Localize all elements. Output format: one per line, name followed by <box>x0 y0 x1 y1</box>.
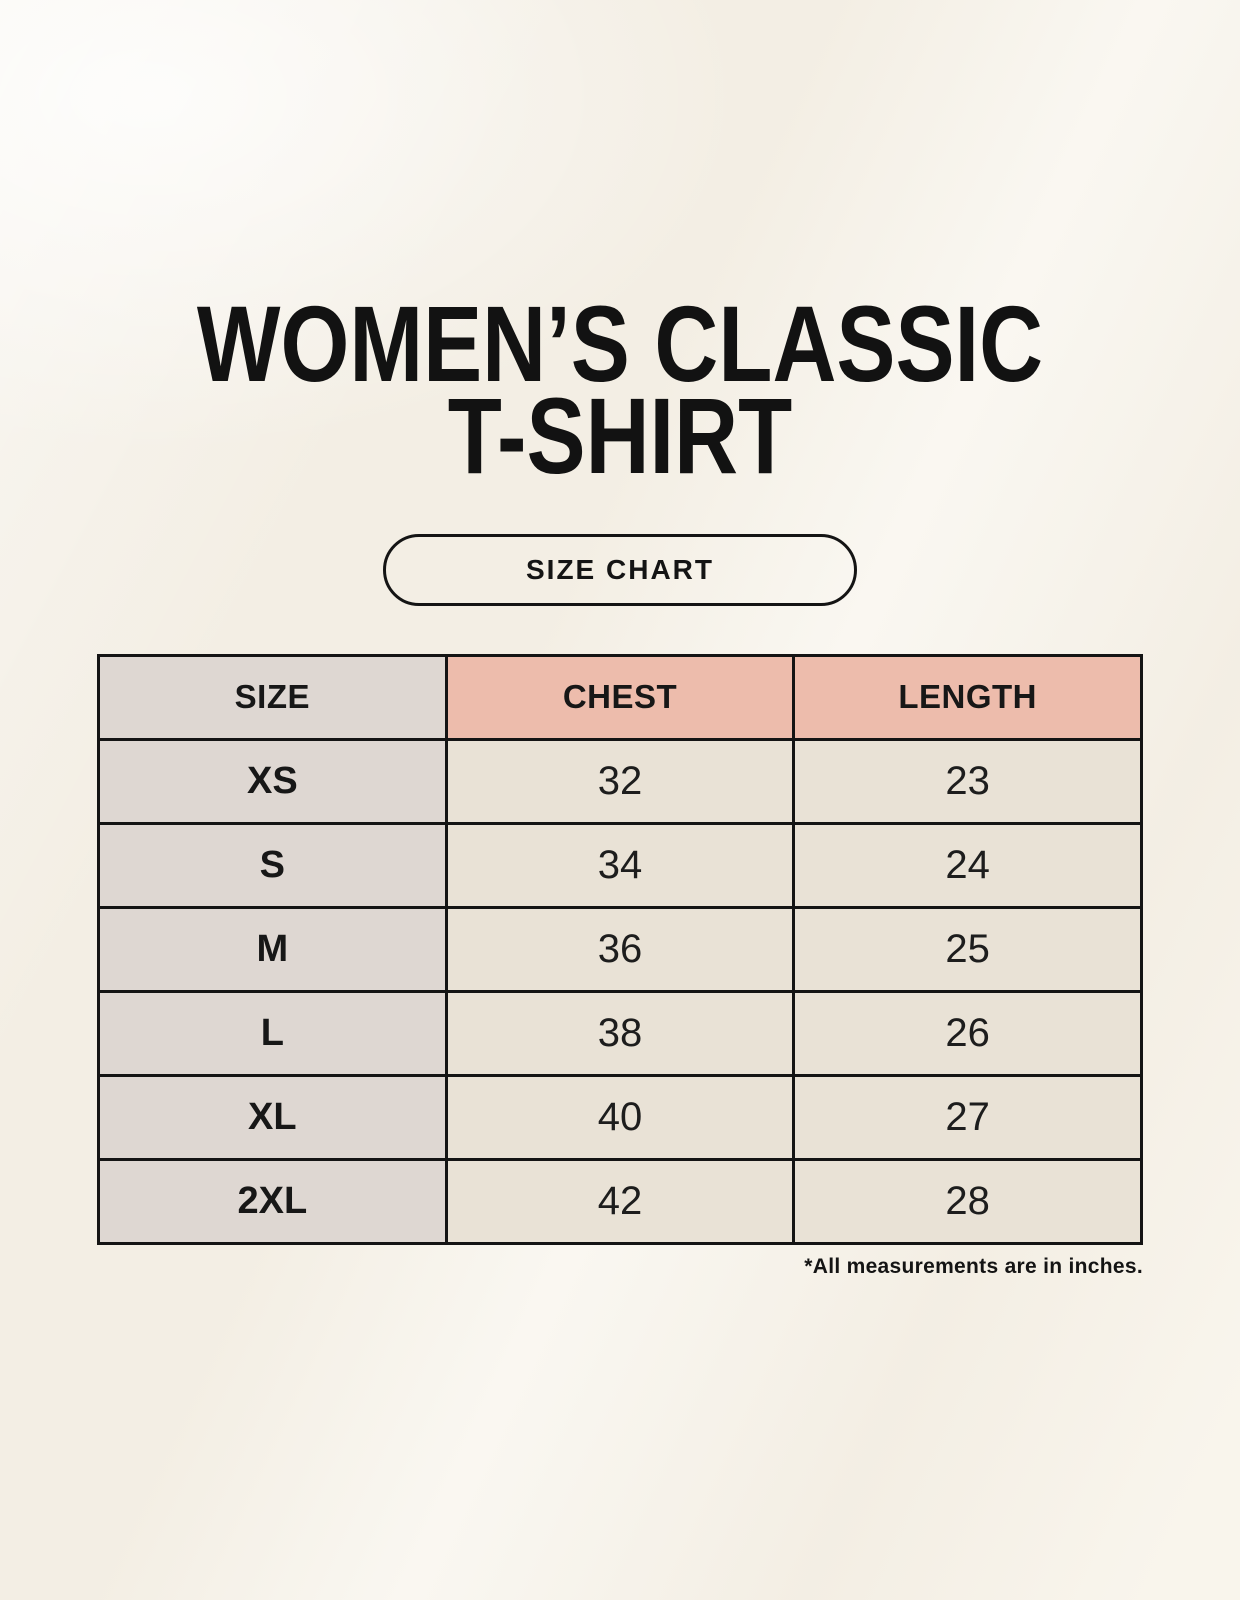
size-table: SIZE CHEST LENGTH XS 32 23 S 34 24 M 36 25 L 38 26 XL 4… <box>97 653 1143 1245</box>
length-cell: 28 <box>792 1157 1143 1245</box>
table-row: 2XL 42 28 <box>97 1157 1143 1245</box>
size-cell: XL <box>97 1073 448 1161</box>
chest-cell: 40 <box>444 1073 796 1161</box>
size-table-head: SIZE CHEST LENGTH <box>97 653 1143 741</box>
table-row: M 36 25 <box>97 905 1143 993</box>
length-cell: 25 <box>792 905 1143 993</box>
table-header-row: SIZE CHEST LENGTH <box>97 653 1143 741</box>
length-cell: 23 <box>792 737 1143 825</box>
column-header-chest: CHEST <box>444 653 796 741</box>
table-row: XL 40 27 <box>97 1073 1143 1161</box>
table-row: S 34 24 <box>97 821 1143 909</box>
page-title-line2: T-SHIRT <box>447 374 793 496</box>
length-cell: 24 <box>792 821 1143 909</box>
size-chart-badge[interactable]: SIZE CHART <box>383 533 857 606</box>
size-cell: XS <box>97 737 448 825</box>
length-cell: 27 <box>792 1073 1143 1161</box>
chest-cell: 36 <box>444 905 796 993</box>
chest-cell: 34 <box>444 821 796 909</box>
length-cell: 26 <box>792 989 1143 1077</box>
column-header-size: SIZE <box>97 653 448 741</box>
size-table-body: XS 32 23 S 34 24 M 36 25 L 38 26 XL 40 27 2XL 42 28 <box>97 737 1143 1245</box>
page-title-line1: WOMEN’S CLASSIC <box>196 283 1044 404</box>
table-row: L 38 26 <box>97 989 1143 1077</box>
size-cell: 2XL <box>97 1157 448 1245</box>
table-row: XS 32 23 <box>97 737 1143 825</box>
chest-cell: 32 <box>444 737 796 825</box>
chest-cell: 38 <box>444 989 796 1077</box>
size-cell: M <box>97 905 448 993</box>
column-header-length: LENGTH <box>792 653 1143 741</box>
page-title: WOMEN’S CLASSIC T-SHIRT <box>112 283 1129 496</box>
chest-cell: 42 <box>444 1157 796 1245</box>
measurements-footnote: *All measurements are in inches. <box>804 1254 1143 1278</box>
size-chart-badge-label: SIZE CHART <box>526 553 714 585</box>
size-cell: S <box>97 821 448 909</box>
size-cell: L <box>97 989 448 1077</box>
